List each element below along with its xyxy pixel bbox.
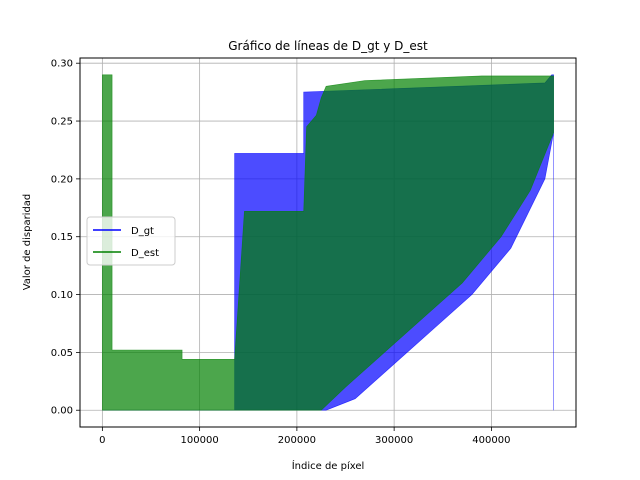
x-tick-label: 100000 [181, 435, 219, 446]
y-tick-label: 0.05 [51, 348, 73, 359]
ticks: 0 100000 200000 300000 400000 0.00 0.05 0.10 0.1… [51, 59, 511, 446]
y-tick-label: 0.15 [51, 232, 73, 243]
legend-label-d-gt: D_gt [131, 226, 154, 237]
series-area-d-est [102, 74, 554, 411]
x-tick-label: 400000 [472, 435, 510, 446]
y-tick-label: 0.10 [51, 290, 73, 301]
legend-box [86, 216, 176, 266]
y-tick-label: 0.30 [51, 59, 73, 70]
x-tick-label: 0 [99, 435, 105, 446]
axes-frame [79, 57, 577, 428]
y-tick-label: 0.00 [51, 406, 73, 417]
x-tick-label: 300000 [375, 435, 413, 446]
x-axis-label: Índice de píxel [292, 459, 365, 472]
y-tick-label: 0.25 [51, 117, 73, 128]
x-tick-label: 200000 [278, 435, 316, 446]
legend-label-d-est: D_est [131, 248, 159, 259]
series-layer [102, 74, 554, 411]
legend: D_gt D_est [86, 216, 176, 266]
y-axis-label: Valor de disparidad [22, 194, 33, 291]
y-tick-label: 0.20 [51, 174, 73, 185]
chart-title: Gráfico de líneas de D_gt y D_est [228, 39, 428, 53]
